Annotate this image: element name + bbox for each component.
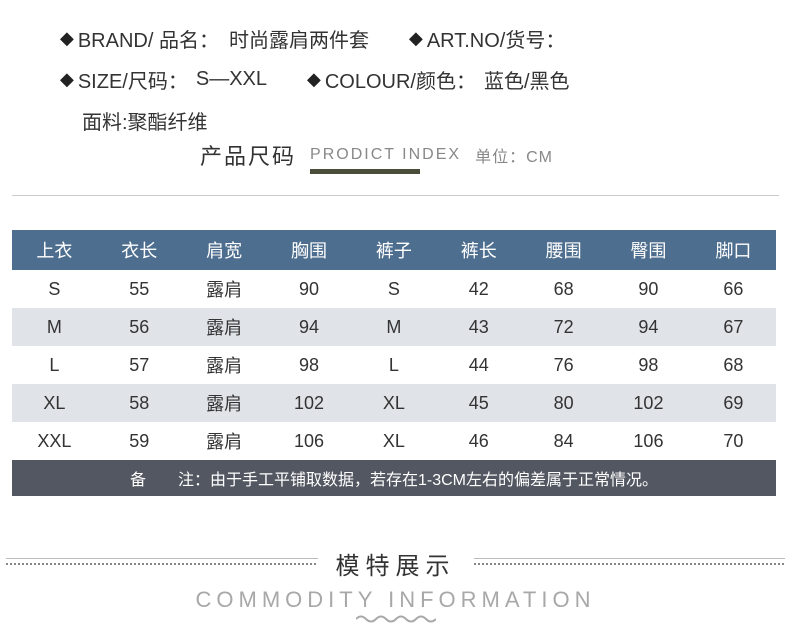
colour-field: ◆ COLOUR/颜色： 蓝色/黑色 [307,65,570,94]
table-cell: 102 [606,384,691,422]
table-cell: 55 [97,270,182,308]
table-cell: 90 [606,270,691,308]
size-table: 上衣衣长肩宽胸围裤子裤长腰围臀围脚口 S55露肩90S42689066M56露肩… [12,230,776,496]
brand-field: ◆ BRAND/ 品名： 时尚露肩两件套 [60,24,369,53]
table-cell: 露肩 [182,270,267,308]
table-cell: 84 [521,422,606,460]
info-row-1: ◆ BRAND/ 品名： 时尚露肩两件套 ◆ ART.NO/货号： [60,24,731,53]
table-row: XL58露肩102XL458010269 [12,384,776,422]
table-cell: 68 [521,270,606,308]
table-cell: XL [351,422,436,460]
table-cell: 106 [606,422,691,460]
table-header-cell: 肩宽 [182,230,267,270]
table-cell: 102 [267,384,352,422]
table-cell: 露肩 [182,422,267,460]
divider-line [12,195,779,196]
table-header-cell: 衣长 [97,230,182,270]
wavy-decoration [0,611,791,629]
diamond-icon: ◆ [60,28,74,49]
table-cell: 59 [97,422,182,460]
size-value: S—XXL [196,68,267,91]
table-cell: 42 [436,270,521,308]
diamond-icon: ◆ [60,69,74,90]
table-cell: M [351,308,436,346]
divider-line-left [6,563,318,565]
table-cell: 80 [521,384,606,422]
colour-value: 蓝色/黑色 [484,65,570,94]
product-info-section: ◆ BRAND/ 品名： 时尚露肩两件套 ◆ ART.NO/货号： ◆ SIZE… [0,0,791,181]
table-header-cell: 胸围 [267,230,352,270]
table-header-cell: 上衣 [12,230,97,270]
table-cell: 66 [691,270,776,308]
table-header-cell: 裤长 [436,230,521,270]
table-cell: 68 [691,346,776,384]
size-title-row: 产品尺码 PRODICT INDEX 单位：CM [60,139,731,171]
title-underline [310,169,420,174]
table-row: M56露肩94M43729467 [12,308,776,346]
diamond-icon: ◆ [409,28,423,49]
wave-icon [356,614,436,624]
size-label: SIZE/尺码： [78,65,188,94]
table-header-row: 上衣衣长肩宽胸围裤子裤长腰围臀围脚口 [12,230,776,270]
table-cell: 72 [521,308,606,346]
size-title-cn: 产品尺码 [200,139,296,171]
table-cell: 露肩 [182,308,267,346]
table-row: L57露肩98L44769868 [12,346,776,384]
fabric-field: 面料:聚酯纤维 [60,106,731,135]
size-title-en: PRODICT INDEX [310,146,461,164]
table-cell: L [351,346,436,384]
table-cell: 90 [267,270,352,308]
table-cell: 58 [97,384,182,422]
model-section-title-en: COMMODITY INFORMATION [0,587,791,613]
table-note-row: 备 注：由于手工平铺取数据，若存在1-3CM左右的偏差属于正常情况。 [12,460,776,496]
table-cell: XL [351,384,436,422]
table-header-cell: 脚口 [691,230,776,270]
diamond-icon: ◆ [307,69,321,90]
table-cell: 70 [691,422,776,460]
colour-label: COLOUR/颜色： [325,65,476,94]
table-cell: 98 [606,346,691,384]
brand-label: BRAND/ 品名： [78,24,219,53]
table-cell: 露肩 [182,384,267,422]
table-cell: 94 [606,308,691,346]
table-cell: 45 [436,384,521,422]
table-header-cell: 臀围 [606,230,691,270]
table-cell: S [12,270,97,308]
table-cell: 69 [691,384,776,422]
size-title-en-text: PRODICT INDEX [310,146,461,163]
artno-label: ART.NO/货号： [427,24,566,53]
size-title-unit: 单位：CM [475,143,553,167]
table-cell: 56 [97,308,182,346]
table-header-cell: 腰围 [521,230,606,270]
brand-value: 时尚露肩两件套 [229,24,369,53]
table-cell: M [12,308,97,346]
table-row: XXL59露肩106XL468410670 [12,422,776,460]
artno-field: ◆ ART.NO/货号： [409,24,565,53]
model-section-title-cn: 模特展示 [318,546,474,581]
table-row: S55露肩90S42689066 [12,270,776,308]
table-cell: 46 [436,422,521,460]
size-field: ◆ SIZE/尺码： S—XXL [60,65,267,94]
divider-line-right [474,563,786,565]
info-row-2: ◆ SIZE/尺码： S—XXL ◆ COLOUR/颜色： 蓝色/黑色 [60,65,731,94]
table-cell: L [12,346,97,384]
table-cell: 98 [267,346,352,384]
table-note-cell: 备 注：由于手工平铺取数据，若存在1-3CM左右的偏差属于正常情况。 [12,460,776,496]
table-cell: 76 [521,346,606,384]
table-cell: S [351,270,436,308]
table-cell: XL [12,384,97,422]
table-cell: 67 [691,308,776,346]
table-cell: 106 [267,422,352,460]
model-section-divider: 模特展示 [6,546,785,581]
table-header-cell: 裤子 [351,230,436,270]
table-head: 上衣衣长肩宽胸围裤子裤长腰围臀围脚口 [12,230,776,270]
table-cell: 露肩 [182,346,267,384]
table-cell: 43 [436,308,521,346]
table-cell: 94 [267,308,352,346]
table-cell: 44 [436,346,521,384]
table-body: S55露肩90S42689066M56露肩94M43729467L57露肩98L… [12,270,776,496]
table-cell: 57 [97,346,182,384]
table-cell: XXL [12,422,97,460]
